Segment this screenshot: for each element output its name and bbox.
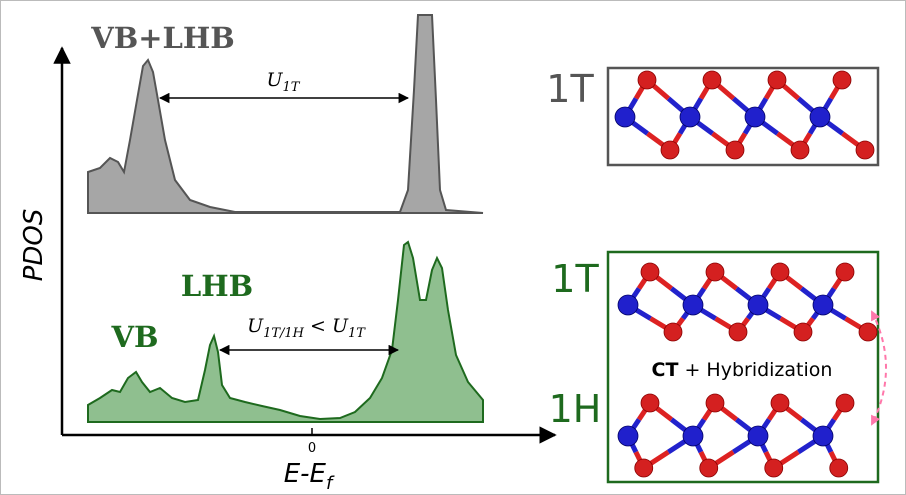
metal-atom [680,107,700,127]
structure-label: 1H [549,387,602,431]
oxygen-atom [836,263,854,281]
oxygen-atom [664,323,682,341]
curve-label: VB [110,320,158,354]
oxygen-atom [791,141,809,159]
oxygen-atom [859,323,877,341]
oxygen-atom [856,141,874,159]
oxygen-atom [836,394,854,412]
oxygen-atom [706,394,724,412]
oxygen-atom [641,263,659,281]
oxygen-atom [830,459,848,477]
metal-atom [748,426,768,446]
metal-atom [813,426,833,446]
gap-label: U1T [267,69,301,95]
oxygen-atom [638,71,656,89]
metal-atom [618,295,638,315]
curve-label: LHB [181,269,253,303]
metal-atom [615,107,635,127]
metal-atom [810,107,830,127]
oxygen-atom [833,71,851,89]
metal-atom [748,295,768,315]
oxygen-atom [765,459,783,477]
metal-atom [683,295,703,315]
oxygen-atom [794,323,812,341]
oxygen-atom [771,394,789,412]
oxygen-atom [706,263,724,281]
oxygen-atom [661,141,679,159]
y-axis-label: PDOS [19,209,49,282]
oxygen-atom [635,459,653,477]
metal-atom [745,107,765,127]
oxygen-atom [768,71,786,89]
metal-atom [618,426,638,446]
oxygen-atom [700,459,718,477]
metal-atom [683,426,703,446]
oxygen-atom [703,71,721,89]
x-tick-label: 0 [308,441,316,456]
oxygen-atom [726,141,744,159]
oxygen-atom [771,263,789,281]
gap-label: U1T/1H<U1T [247,315,366,341]
structure-label: 1T [551,257,599,301]
metal-atom [813,295,833,315]
structure-label: 1T [546,67,594,111]
curve-label: VB+LHB [90,21,235,55]
figure: 0 PDOS E-Ef VB+LHB U1T VB LHB U1T/1H<U1T… [0,0,906,495]
oxygen-atom [641,394,659,412]
x-axis-label: E-Ef [284,459,335,494]
oxygen-atom [729,323,747,341]
